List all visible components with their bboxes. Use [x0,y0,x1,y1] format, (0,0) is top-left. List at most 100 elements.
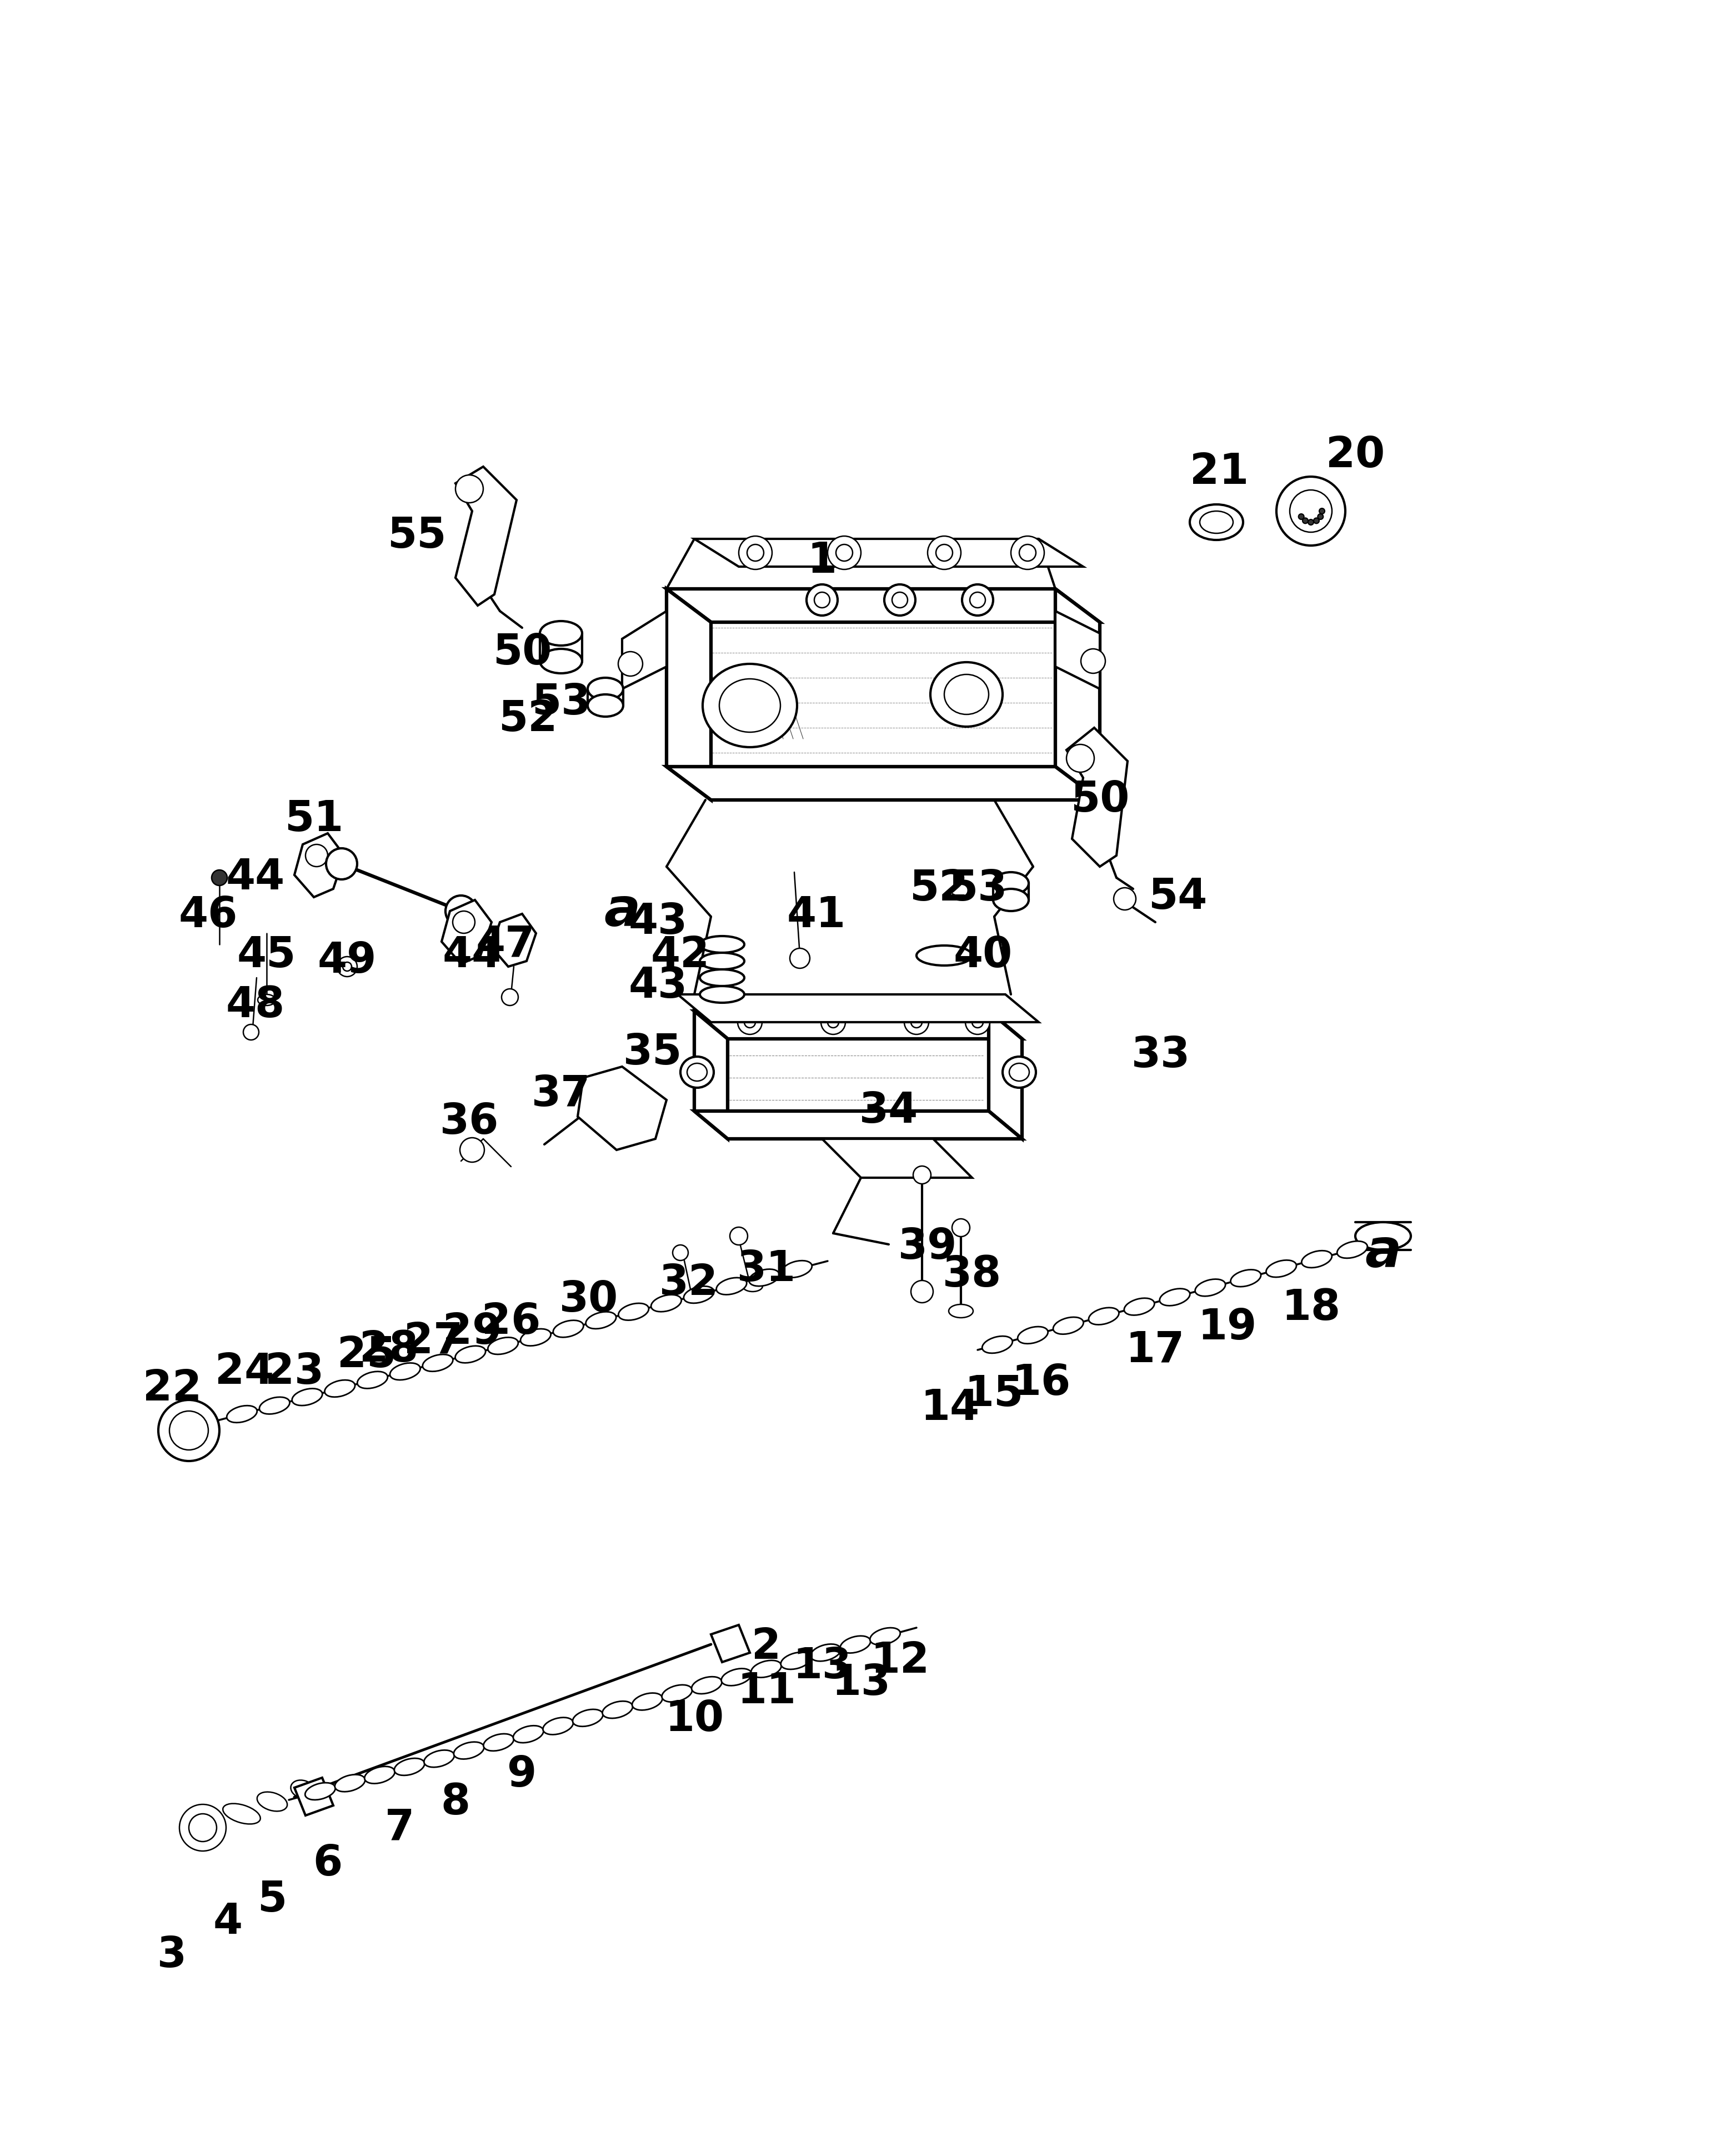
Circle shape [912,1281,932,1302]
Ellipse shape [700,936,743,953]
Polygon shape [442,899,492,964]
Ellipse shape [586,1311,617,1328]
Ellipse shape [931,662,1003,727]
Circle shape [1019,545,1036,561]
Text: 23: 23 [265,1352,324,1393]
Circle shape [951,1218,970,1238]
Ellipse shape [1301,1250,1333,1268]
Text: 43: 43 [629,966,688,1007]
Ellipse shape [750,1660,782,1677]
Ellipse shape [685,1287,714,1302]
Circle shape [927,537,960,569]
Ellipse shape [587,677,624,701]
Ellipse shape [520,1328,551,1345]
Circle shape [1317,513,1324,520]
Circle shape [1314,517,1319,524]
Text: 19: 19 [1198,1307,1256,1348]
Text: 10: 10 [665,1699,724,1740]
Text: 46: 46 [178,895,237,936]
Ellipse shape [1017,1326,1048,1343]
Ellipse shape [1009,1063,1029,1080]
Text: 50: 50 [492,632,551,673]
Text: 20: 20 [1326,436,1385,476]
Circle shape [1066,744,1094,772]
Text: 4: 4 [213,1902,243,1943]
Ellipse shape [870,1628,899,1645]
Ellipse shape [603,1701,633,1718]
Circle shape [790,949,809,968]
Text: 27: 27 [404,1322,463,1363]
Ellipse shape [572,1710,603,1727]
Circle shape [445,895,477,927]
Text: 50: 50 [1071,780,1130,821]
Ellipse shape [782,1261,813,1279]
Text: 51: 51 [284,800,343,841]
Circle shape [821,1009,846,1035]
Text: 37: 37 [532,1074,591,1115]
Ellipse shape [334,1774,366,1792]
Circle shape [158,1399,220,1462]
Text: 38: 38 [943,1255,1002,1296]
Ellipse shape [1191,505,1243,539]
Ellipse shape [983,1337,1012,1354]
Text: 17: 17 [1126,1330,1185,1371]
Circle shape [1319,509,1324,513]
Circle shape [835,545,853,561]
Text: 2: 2 [752,1626,782,1669]
Text: 32: 32 [659,1263,717,1304]
Circle shape [459,1138,484,1162]
Polygon shape [492,914,535,966]
Polygon shape [667,589,711,800]
Text: 15: 15 [965,1373,1024,1414]
Polygon shape [821,1138,972,1177]
Circle shape [905,1009,929,1035]
Circle shape [189,1813,217,1841]
Ellipse shape [917,946,972,966]
Ellipse shape [1338,1242,1367,1259]
Text: 40: 40 [953,936,1012,977]
Circle shape [828,1018,839,1028]
Circle shape [243,1024,258,1039]
Circle shape [170,1410,208,1451]
Ellipse shape [542,1718,574,1736]
Text: 16: 16 [1012,1363,1071,1404]
Ellipse shape [324,1380,355,1397]
Text: 34: 34 [860,1091,918,1132]
Text: 48: 48 [225,985,284,1026]
Ellipse shape [291,1388,322,1406]
Ellipse shape [484,1733,513,1751]
Polygon shape [695,1011,1022,1039]
Circle shape [1298,513,1303,520]
Ellipse shape [357,1371,388,1388]
Ellipse shape [652,1296,681,1311]
Ellipse shape [541,649,582,673]
Ellipse shape [944,675,990,714]
Polygon shape [711,1626,750,1662]
Ellipse shape [749,1270,780,1287]
Polygon shape [1055,610,1100,690]
Circle shape [338,957,357,977]
Circle shape [738,1009,763,1035]
Circle shape [501,990,518,1005]
Ellipse shape [425,1751,454,1768]
Circle shape [815,593,830,608]
Polygon shape [456,466,516,606]
Text: 28: 28 [359,1330,418,1371]
Ellipse shape [619,1302,648,1319]
Text: 33: 33 [1132,1035,1191,1076]
Text: 3: 3 [158,1934,187,1977]
Circle shape [970,593,986,608]
Circle shape [828,537,861,569]
Text: 13: 13 [792,1645,851,1688]
Circle shape [452,912,475,934]
Ellipse shape [395,1759,425,1774]
Text: 55: 55 [386,515,445,556]
Ellipse shape [258,994,276,1005]
Circle shape [936,545,953,561]
Ellipse shape [1355,1222,1411,1250]
Ellipse shape [721,1669,752,1686]
Circle shape [180,1805,225,1852]
Polygon shape [695,539,1083,567]
Ellipse shape [700,953,743,970]
Ellipse shape [227,1406,256,1423]
